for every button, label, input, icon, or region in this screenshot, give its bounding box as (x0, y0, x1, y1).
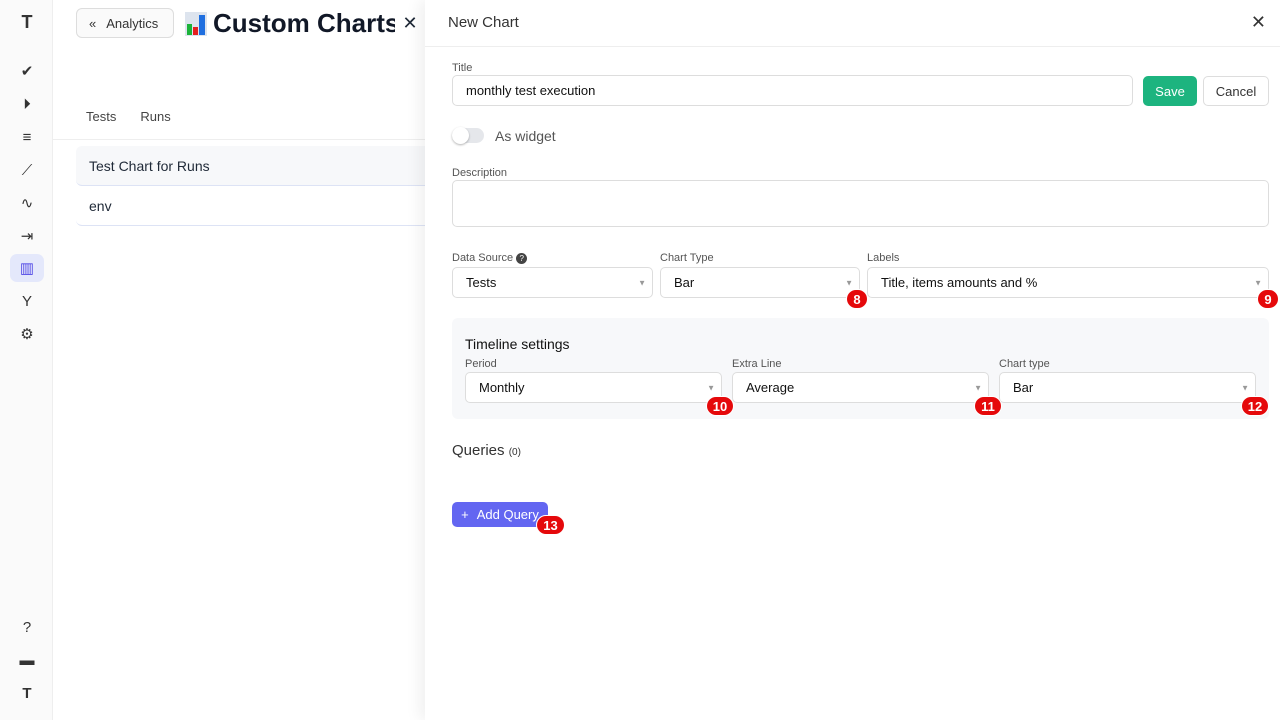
play-circle-icon[interactable]: ⏵ (23, 95, 31, 113)
double-chevron-left-icon: « (89, 15, 97, 31)
list-item[interactable]: Test Chart for Runs (76, 146, 436, 186)
close-icon[interactable]: ✕ (1250, 12, 1266, 32)
as-widget-label: As widget (495, 128, 556, 144)
period-select[interactable]: Monthly ▼ (465, 372, 722, 403)
timeline-chart-type-label: Chart type (999, 358, 1050, 370)
steps-icon[interactable]: ⟋ (21, 161, 33, 179)
data-source-select[interactable]: Tests ▼ (452, 267, 653, 298)
background-page: « Analytics Custom Charts ✕ Tests Runs Tes… (53, 0, 1280, 720)
check-icon[interactable]: ✔ (20, 63, 34, 80)
logo-icon[interactable]: T (21, 11, 33, 32)
labels-select[interactable]: Title, items amounts and % ▼ (867, 267, 1269, 298)
extra-line-label: Extra Line (732, 358, 782, 370)
chevron-down-icon: ▼ (845, 278, 853, 287)
tab-tests[interactable]: Tests (86, 109, 117, 124)
new-chart-drawer: New Chart ✕ Title monthly test execution… (425, 0, 1280, 720)
list-item[interactable]: env (76, 186, 436, 226)
annotation-badge: 11 (974, 396, 1002, 416)
branch-icon[interactable]: Y (21, 292, 32, 310)
add-query-button[interactable]: + Add Query (452, 502, 548, 527)
queries-heading: Queries (0) (452, 442, 521, 459)
timeline-settings: Timeline settings Period Monthly ▼ Extra … (452, 318, 1269, 419)
tab-runs[interactable]: Runs (140, 109, 171, 124)
drawer-title: New Chart (448, 14, 519, 31)
sidebar: T ✔ ⏵ ≡ ⟋ ∿ ⇥ ▥ Y ⚙ ? ▬ T (0, 0, 53, 720)
annotation-badge: 10 (706, 396, 734, 416)
title-label: Title (452, 62, 473, 74)
analytics-icon[interactable]: ▥ (10, 254, 44, 282)
labels-label: Labels (867, 252, 900, 264)
gear-icon[interactable]: ⚙ (20, 326, 34, 343)
page-title: Custom Charts (185, 8, 399, 39)
description-label: Description (452, 167, 508, 179)
timeline-title: Timeline settings (465, 336, 570, 352)
chevron-down-icon: ▼ (1254, 278, 1262, 287)
description-textarea[interactable] (452, 180, 1269, 227)
help-icon[interactable]: ? (22, 618, 32, 636)
chevron-down-icon: ▼ (974, 383, 982, 392)
period-label: Period (465, 358, 497, 370)
page-title-text: Custom Charts (213, 8, 400, 38)
pulse-icon[interactable]: ∿ (20, 195, 34, 212)
extra-line-select[interactable]: Average ▼ (732, 372, 989, 403)
annotation-badge: 12 (1241, 396, 1269, 416)
chart-type-label: Chart Type (660, 252, 714, 264)
timeline-chart-type-select[interactable]: Bar ▼ (999, 372, 1256, 403)
chevron-down-icon: ▼ (707, 383, 715, 392)
title-input[interactable]: monthly test execution (452, 75, 1133, 106)
save-button[interactable]: Save (1143, 76, 1197, 106)
back-label: Analytics (106, 15, 159, 31)
import-icon[interactable]: ⇥ (20, 228, 34, 245)
chart-type-select[interactable]: Bar ▼ (660, 267, 860, 298)
chevron-down-icon: ▼ (1241, 383, 1249, 392)
help-icon[interactable]: ? (516, 253, 528, 264)
bar-chart-emoji-icon (185, 11, 207, 36)
back-analytics-button[interactable]: « Analytics (76, 8, 174, 38)
annotation-badge: 13 (536, 515, 565, 535)
drawer-header: New Chart ✕ (425, 0, 1280, 47)
close-icon[interactable]: ✕ (395, 8, 425, 38)
checklist-icon[interactable]: ≡ (22, 128, 32, 146)
chevron-down-icon: ▼ (638, 278, 646, 287)
as-widget-toggle[interactable] (452, 127, 484, 144)
cancel-button[interactable]: Cancel (1203, 76, 1269, 106)
avatar-icon[interactable]: T (22, 684, 32, 702)
folder-icon[interactable]: ▬ (19, 651, 35, 669)
plus-icon: + (461, 507, 469, 522)
annotation-badge: 9 (1257, 289, 1279, 309)
queries-count: (0) (508, 447, 521, 458)
annotation-badge: 8 (846, 289, 868, 309)
data-source-label: Data Source ? (452, 252, 528, 264)
